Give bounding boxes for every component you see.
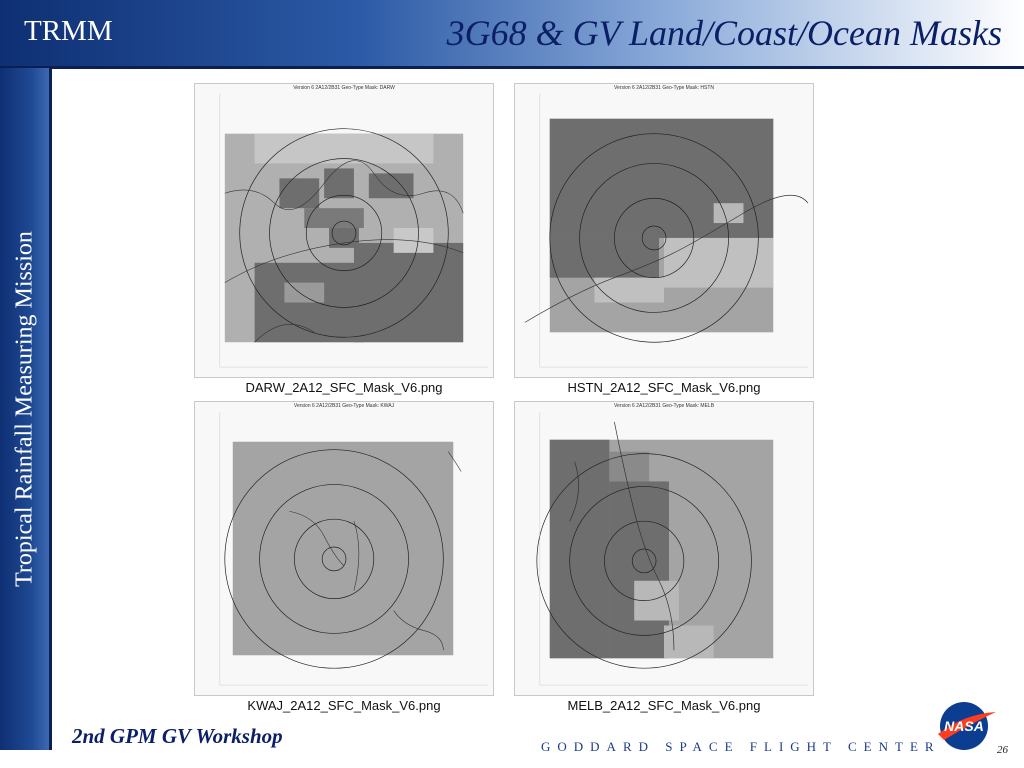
melb-caption: MELB_2A12_SFC_Mask_V6.png [567, 698, 761, 713]
header-divider [0, 66, 1024, 69]
footer-workshop: 2nd GPM GV Workshop [72, 724, 283, 748]
melb-plot-title: Version 6 2A12/2B31 Geo-Type Mask: MELB [613, 403, 715, 409]
hstn-plot-title: Version 6 2A12/2B31 Geo-Type Mask: HSTN [613, 85, 715, 91]
hstn-caption: HSTN_2A12_SFC_Mask_V6.png [567, 380, 761, 395]
hstn-mask-image: Version 6 2A12/2B31 Geo-Type Mask: HSTN [514, 83, 814, 378]
darw-caption: DARW_2A12_SFC_Mask_V6.png [245, 380, 443, 395]
hstn-mask-map [524, 93, 809, 368]
darw-mask-image: Version 6 2A12/2B31 Geo-Type Mask: DARW [194, 83, 494, 378]
sidebar-label: Tropical Rainfall Measuring Mission [11, 231, 37, 587]
darw-mask-map [219, 93, 489, 368]
darw-plot-title: Version 6 2A12/2B31 Geo-Type Mask: DARW [293, 85, 395, 91]
brand-title: TRMM [24, 15, 113, 47]
kwaj-plot-title: Version 6 2A12/2B31 Geo-Type Mask: KWAJ [293, 403, 395, 409]
slide-title: 3G68 & GV Land/Coast/Ocean Masks [446, 13, 1002, 53]
nasa-logo-text: NASA [944, 718, 984, 734]
kwaj-mask-map [219, 411, 489, 686]
footer-center-name: GODDARD SPACE FLIGHT CENTER [541, 739, 941, 754]
melb-mask-map [536, 411, 809, 686]
nasa-logo: NASA [938, 702, 996, 750]
sidebar-band: Tropical Rainfall Measuring Mission [0, 68, 52, 750]
header-bar [0, 0, 1024, 68]
melb-mask-image: Version 6 2A12/2B31 Geo-Type Mask: MELB [514, 401, 814, 696]
page-number: 26 [997, 744, 1008, 756]
kwaj-mask-image: Version 6 2A12/2B31 Geo-Type Mask: KWAJ [194, 401, 494, 696]
kwaj-caption: KWAJ_2A12_SFC_Mask_V6.png [247, 698, 441, 713]
